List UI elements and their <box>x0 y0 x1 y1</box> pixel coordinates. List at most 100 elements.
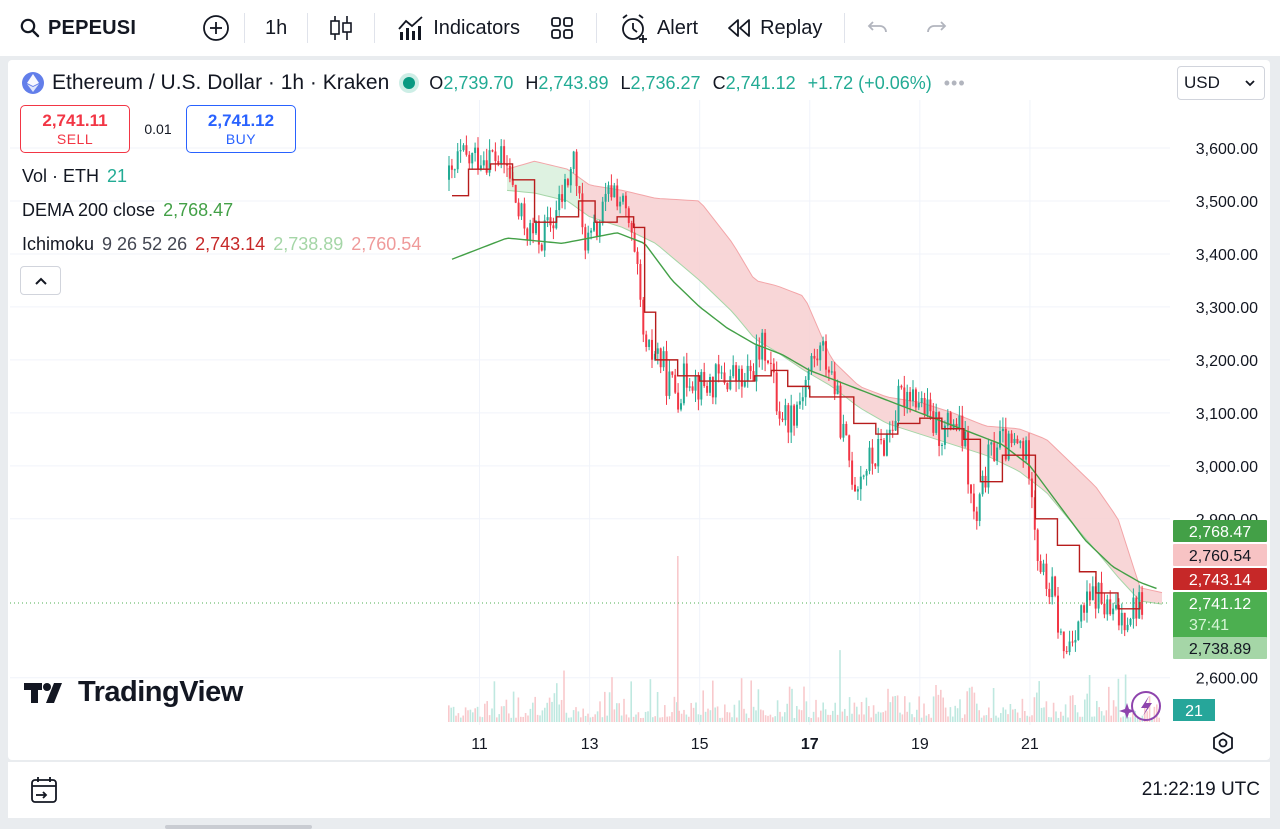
candle-body <box>682 363 685 404</box>
collapse-legend-button[interactable] <box>20 266 61 295</box>
volume-bar <box>1088 675 1091 722</box>
candle-body <box>836 385 839 395</box>
compare-add-button[interactable] <box>192 8 240 48</box>
more-dots-icon[interactable]: ••• <box>943 72 966 93</box>
candle-body <box>711 377 714 398</box>
axis-price-label-bg <box>1173 520 1267 542</box>
volume-bar <box>508 713 510 722</box>
change-value: +1.72 (+0.06%) <box>807 72 932 93</box>
chart-type-button[interactable] <box>312 8 370 48</box>
redo-icon <box>927 21 947 33</box>
volume-bar <box>700 714 702 722</box>
candle-body <box>999 431 1001 448</box>
ichimoku-params: 9 26 52 26 <box>102 234 188 254</box>
axis-price-label: 2,768.47 <box>1189 524 1251 541</box>
candle-body <box>1094 586 1097 609</box>
interval-button[interactable]: 1h <box>249 8 303 48</box>
volume-bar <box>572 710 575 722</box>
volume-bar <box>551 701 553 722</box>
candle-body <box>569 168 572 186</box>
candle-body <box>819 345 822 361</box>
high-key: H <box>525 72 539 93</box>
volume-bar <box>968 687 971 722</box>
volume-bar <box>956 708 959 722</box>
volume-bar <box>1057 717 1060 722</box>
volume-bar <box>664 705 666 722</box>
symbol-search-button[interactable]: PEPEUSI <box>0 8 192 48</box>
buy-button[interactable]: 2,741.12 BUY <box>186 105 296 153</box>
currency-select[interactable]: USD <box>1177 66 1265 100</box>
candle-body <box>471 152 474 164</box>
volume-bar <box>1004 709 1007 722</box>
candle-body <box>912 389 914 402</box>
volume-bar <box>1108 686 1110 722</box>
y-tick-label: 3,600.00 <box>1196 141 1258 158</box>
y-tick-label: 3,300.00 <box>1196 300 1258 317</box>
candle-body <box>1091 586 1094 601</box>
candle-body <box>949 412 952 430</box>
volume-bar <box>944 707 947 722</box>
indicators-button[interactable]: Indicators <box>379 8 532 48</box>
volume-bar <box>680 713 683 722</box>
candle-body <box>917 403 920 408</box>
candle-body <box>1042 563 1045 573</box>
indicator-ichimoku[interactable]: Ichimoku 9 26 52 26 2,743.14 2,738.89 2,… <box>22 234 421 255</box>
volume-bar <box>793 717 796 722</box>
candle-body <box>874 463 877 467</box>
candle-body <box>978 494 981 521</box>
candle-body <box>1123 612 1126 631</box>
sparkle-assistant-icon[interactable] <box>1119 691 1161 721</box>
candle-body <box>975 511 978 521</box>
chart-panel <box>8 60 1270 760</box>
volume-bar <box>481 717 484 722</box>
ichimoku-spanb-value: 2,738.89 <box>273 234 344 254</box>
indicator-volume[interactable]: Vol · ETH 21 <box>22 166 127 187</box>
volume-bar <box>930 717 932 722</box>
candle-body <box>671 371 674 375</box>
market-open-status-icon[interactable] <box>403 77 416 89</box>
replay-button[interactable]: Replay <box>716 8 840 48</box>
candle-body <box>877 439 880 467</box>
candle-body <box>529 223 532 241</box>
volume-bar <box>812 711 815 722</box>
redo-button[interactable] <box>907 8 965 48</box>
volume-bar <box>589 717 592 722</box>
candle-body <box>578 186 581 194</box>
layouts-button[interactable] <box>532 8 592 48</box>
volume-bar <box>736 717 738 722</box>
symbol-title[interactable]: Ethereum / U.S. Dollar · 1h · Kraken <box>52 71 390 94</box>
volume-bar <box>709 710 712 722</box>
volume-bar <box>740 678 743 722</box>
volume-bar <box>474 708 476 722</box>
settings-icon[interactable] <box>1213 731 1233 755</box>
candle-body <box>1028 440 1030 479</box>
candle-body <box>1141 592 1144 615</box>
volume-bar <box>983 715 985 722</box>
candle-body <box>616 185 619 207</box>
volume-bar <box>916 709 918 722</box>
tradingview-logo: TradingView <box>24 676 243 709</box>
x-tick-label: 11 <box>471 736 488 753</box>
volume-bar <box>822 702 824 722</box>
volume-bar <box>678 710 680 722</box>
volume-bar <box>978 710 980 722</box>
axis-price-label: 2,760.54 <box>1189 548 1251 565</box>
volume-bar <box>488 715 491 722</box>
date-range-icon[interactable] <box>30 776 60 804</box>
indicators-chart-icon <box>398 16 423 40</box>
volume-bar <box>997 717 1000 722</box>
volume-bar <box>630 681 632 722</box>
currency-value: USD <box>1184 73 1220 92</box>
alert-button[interactable]: Alert <box>601 8 716 48</box>
candle-body <box>842 423 845 438</box>
volume-bar <box>640 717 642 722</box>
indicator-dema[interactable]: DEMA 200 close 2,768.47 <box>22 200 233 221</box>
volume-bar <box>1100 711 1103 722</box>
volume-bar <box>685 714 688 722</box>
candle-body <box>941 444 943 446</box>
sell-button[interactable]: 2,741.11 SELL <box>20 105 130 153</box>
undo-button[interactable] <box>849 8 907 48</box>
candle-body <box>993 442 996 461</box>
utc-clock[interactable]: 21:22:19 UTC <box>1141 779 1260 800</box>
